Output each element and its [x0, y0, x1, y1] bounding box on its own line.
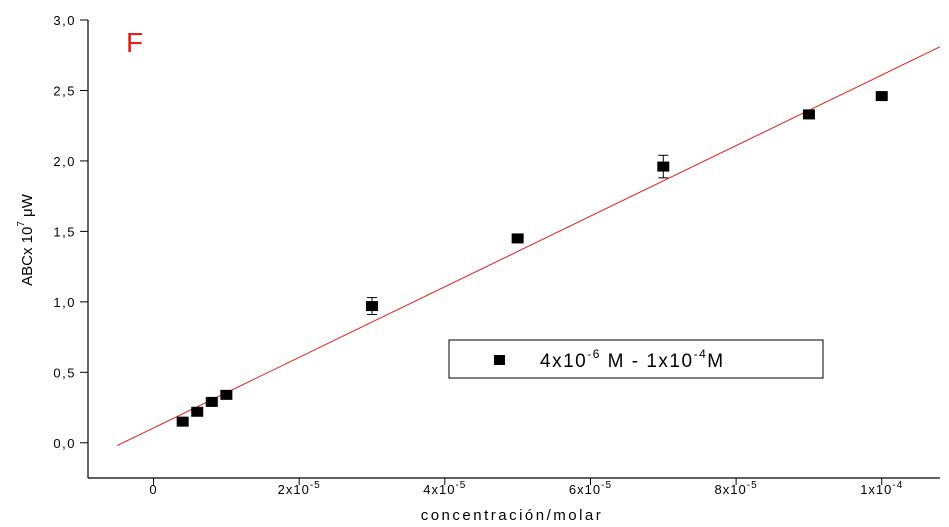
x-tick-label-5: 1x10-4	[860, 480, 903, 497]
x-tick-label-exp-4: -5	[747, 480, 758, 491]
x-tick-label-exp-1: -5	[310, 480, 321, 491]
data-point-3	[220, 389, 233, 400]
x-tick-label-base-2: 4x10	[423, 482, 455, 497]
data-point-0	[176, 416, 189, 427]
y-axis-title-exponent: 7	[16, 221, 27, 227]
y-axis-title-base: ABCx 10	[19, 227, 36, 286]
y-tick-label-1: 0,5	[53, 365, 76, 380]
y-tick-label-4: 2,0	[53, 154, 76, 169]
legend-box	[448, 339, 824, 379]
x-tick-label-base-3: 6x10	[569, 482, 601, 497]
x-ticks: 0 2x10-5 4x10-5 6x10-5 8x10-5 1x10-4	[149, 478, 903, 497]
x-tick-label-base-4: 8x10	[715, 482, 747, 497]
data-point-5	[511, 233, 524, 244]
data-point-2	[205, 396, 218, 407]
panel-label: F	[126, 27, 143, 58]
plot-frame	[87, 20, 940, 479]
legend-part-3: M	[707, 351, 724, 372]
legend: 4x10-6 M - 1x10-4M	[448, 339, 824, 379]
x-tick-label-base-0: 0	[149, 482, 157, 497]
x-tick-label-4: 8x10-5	[715, 480, 758, 497]
x-tick-label-1: 2x10-5	[278, 480, 321, 497]
data-point-8	[875, 91, 888, 102]
data-point-7	[802, 109, 815, 120]
legend-label: 4x10-6 M - 1x10-4M	[540, 347, 725, 372]
fit-line	[116, 46, 941, 447]
y-axis-title-unit: μW	[19, 193, 36, 221]
x-axis-title: concentración/molar	[421, 507, 604, 524]
legend-exp-1: -6	[587, 347, 601, 361]
y-tick-label-5: 2,5	[53, 83, 76, 98]
data-points	[176, 91, 888, 427]
legend-exp-2: -4	[694, 347, 708, 361]
y-ticks: 0,0 0,5 1,0 1,5 2,0 2,5 3,0	[53, 13, 88, 451]
x-tick-label-3: 6x10-5	[569, 480, 612, 497]
x-tick-label-exp-5: -4	[892, 480, 903, 491]
y-tick-label-6: 3,0	[53, 13, 76, 28]
legend-marker	[494, 355, 505, 365]
x-tick-label-2: 4x10-5	[423, 480, 466, 497]
x-tick-label-exp-3: -5	[601, 480, 612, 491]
x-tick-label-0: 0	[149, 482, 157, 497]
y-tick-label-3: 1,5	[53, 224, 76, 239]
data-point-6	[657, 161, 670, 172]
x-tick-label-exp-2: -5	[455, 480, 466, 491]
x-tick-label-base-1: 2x10	[278, 482, 310, 497]
legend-part-1: 4x10	[540, 351, 587, 372]
x-tick-label-base-5: 1x10	[860, 482, 892, 497]
data-point-4	[366, 301, 378, 312]
data-point-1	[191, 406, 204, 417]
y-axis-title: ABCx 107 μW	[16, 193, 36, 286]
y-tick-label-2: 1,0	[53, 295, 76, 310]
y-tick-label-0: 0,0	[53, 436, 76, 451]
legend-part-2: M - 1x10	[601, 351, 694, 372]
